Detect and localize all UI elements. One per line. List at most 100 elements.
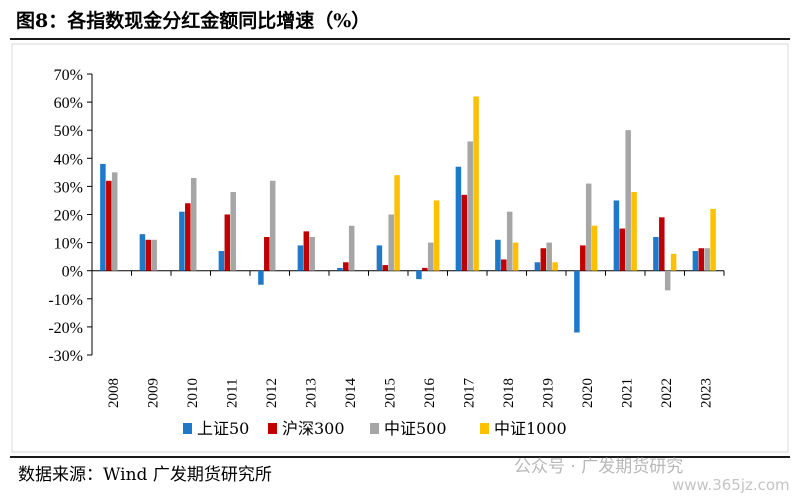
y-tick-label: 60% bbox=[54, 95, 83, 112]
bar-3-2023 bbox=[710, 208, 716, 271]
bar-2-2015 bbox=[388, 214, 394, 271]
y-tick-label: 30% bbox=[54, 179, 83, 196]
bar-1-2020 bbox=[580, 245, 586, 271]
bar-0-2010 bbox=[179, 211, 185, 271]
y-tick-label: -20% bbox=[48, 320, 83, 337]
bar-0-2012 bbox=[258, 270, 264, 285]
x-tick-label: 2018 bbox=[501, 378, 517, 408]
bar-2-2013 bbox=[309, 236, 315, 271]
bar-2-2023 bbox=[704, 248, 710, 271]
legend-swatch bbox=[268, 423, 277, 434]
x-tick-label: 2023 bbox=[698, 378, 714, 408]
bar-1-2022 bbox=[659, 217, 665, 271]
x-tick-label: 2013 bbox=[303, 378, 319, 408]
legend-label: 沪深300 bbox=[282, 419, 345, 438]
bar-0-2016 bbox=[416, 270, 422, 280]
bar-1-2017 bbox=[461, 194, 468, 271]
bar-chart: -30% -20% -10% 0% 10% 20% 30% 40% 50% 60% 70% 2008 2… bbox=[11, 43, 789, 453]
bar-0-2014 bbox=[337, 267, 343, 271]
bar-2-2014 bbox=[348, 225, 355, 271]
x-tick-label: 2009 bbox=[145, 378, 161, 408]
legend-label: 中证500 bbox=[384, 419, 447, 438]
legend-label: 上证50 bbox=[197, 419, 249, 438]
bar-3-2022 bbox=[670, 253, 677, 271]
bar-1-2011 bbox=[224, 214, 231, 271]
bar-2-2011 bbox=[230, 192, 236, 271]
y-tick-label: 20% bbox=[54, 208, 83, 225]
bar-1-2021 bbox=[619, 228, 626, 271]
x-tick-label: 2020 bbox=[580, 378, 596, 408]
bar-2-2019 bbox=[546, 242, 552, 271]
bar-0-2020 bbox=[574, 270, 580, 333]
y-tick-label: 50% bbox=[54, 123, 83, 140]
x-tick-label: 2012 bbox=[264, 378, 280, 408]
bar-1-2013 bbox=[303, 231, 310, 271]
x-tick-label: 2021 bbox=[619, 378, 635, 408]
x-tick-label: 2017 bbox=[461, 378, 477, 409]
bar-3-2016 bbox=[433, 200, 440, 271]
bar-0-2021 bbox=[613, 200, 620, 271]
x-tick-label: 2022 bbox=[659, 378, 675, 408]
bar-1-2012 bbox=[264, 236, 270, 271]
x-tick-label: 2019 bbox=[540, 378, 556, 408]
source-note: 数据来源：Wind 广发期货研究所 bbox=[18, 465, 272, 485]
bar-2-2016 bbox=[427, 242, 434, 271]
legend-label: 中证1000 bbox=[494, 419, 567, 438]
figure-title: 图8：各指数现金分红金额同比增速（%） bbox=[16, 10, 371, 32]
x-tick-label: 2014 bbox=[343, 378, 359, 409]
bar-0-2009 bbox=[139, 234, 146, 271]
bar-3-2018 bbox=[512, 242, 519, 271]
x-tick-label: 2015 bbox=[382, 378, 398, 408]
bottom-rule bbox=[10, 456, 790, 458]
y-tick-label: 70% bbox=[54, 67, 83, 84]
legend-swatch bbox=[183, 423, 192, 434]
bar-0-2018 bbox=[495, 239, 501, 271]
bar-1-2009 bbox=[145, 239, 152, 271]
x-tick-label: 2016 bbox=[422, 378, 438, 409]
bar-2-2018 bbox=[506, 211, 513, 271]
legend-swatch bbox=[370, 423, 379, 434]
bar-2-2010 bbox=[190, 177, 197, 271]
bar-1-2015 bbox=[382, 265, 389, 271]
bar-1-2016 bbox=[422, 267, 428, 271]
bar-0-2019 bbox=[534, 262, 541, 271]
y-tick-label: 0% bbox=[62, 264, 83, 281]
y-tick-label: 40% bbox=[54, 151, 83, 168]
bar-3-2019 bbox=[552, 262, 558, 271]
bar-2-2022 bbox=[664, 270, 671, 291]
watermark-text: 公众号 · 广发期货研究 bbox=[514, 457, 684, 477]
bar-3-2020 bbox=[591, 225, 598, 271]
bar-0-2022 bbox=[653, 236, 659, 271]
y-tick-label: -30% bbox=[48, 348, 83, 365]
y-tick-label: 10% bbox=[54, 236, 83, 253]
bar-2-2021 bbox=[625, 130, 631, 271]
bar-1-2023 bbox=[698, 248, 705, 271]
bar-2-2008 bbox=[111, 172, 118, 271]
watermark-url: www.365jz.com bbox=[672, 476, 790, 494]
bar-0-2023 bbox=[692, 251, 699, 271]
bar-1-2014 bbox=[343, 262, 349, 271]
bar-1-2010 bbox=[185, 203, 191, 271]
bar-3-2021 bbox=[631, 192, 637, 271]
chart-frame bbox=[11, 43, 789, 453]
bar-2-2009 bbox=[151, 239, 157, 271]
y-tick-label: -10% bbox=[48, 292, 83, 309]
bar-1-2008 bbox=[106, 180, 112, 271]
bar-0-2013 bbox=[297, 245, 304, 271]
top-rule bbox=[10, 38, 790, 40]
bar-0-2015 bbox=[376, 245, 383, 271]
legend-swatch bbox=[480, 423, 489, 434]
bar-3-2015 bbox=[394, 175, 400, 271]
x-tick-label: 2011 bbox=[224, 379, 240, 408]
bar-0-2011 bbox=[218, 251, 225, 271]
bar-0-2008 bbox=[100, 163, 106, 271]
bar-2-2012 bbox=[269, 180, 276, 271]
x-tick-label: 2010 bbox=[185, 378, 201, 408]
bar-3-2017 bbox=[473, 96, 479, 271]
bar-2-2020 bbox=[585, 183, 592, 271]
bar-0-2017 bbox=[455, 166, 462, 271]
bar-2-2017 bbox=[467, 141, 473, 271]
bar-1-2018 bbox=[501, 259, 507, 271]
bar-1-2019 bbox=[540, 248, 547, 271]
x-tick-label: 2008 bbox=[106, 378, 122, 408]
